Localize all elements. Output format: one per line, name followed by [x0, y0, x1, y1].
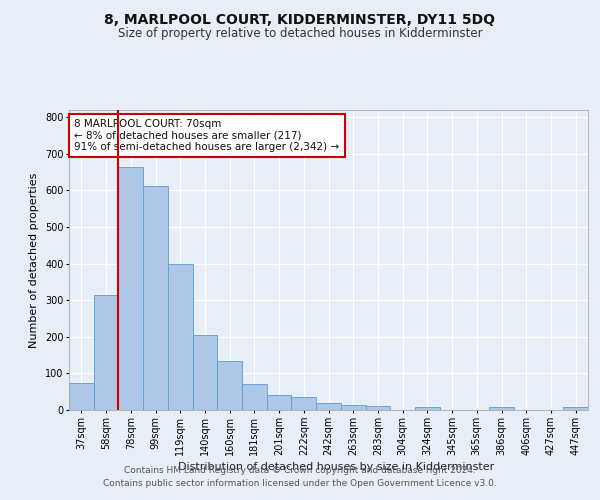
Bar: [316, 402, 341, 410]
Bar: [563, 408, 588, 410]
Bar: [193, 335, 217, 410]
Bar: [69, 382, 94, 410]
Text: Distribution of detached houses by size in Kidderminster: Distribution of detached houses by size …: [178, 462, 494, 472]
Bar: [94, 295, 118, 410]
Bar: [217, 360, 242, 410]
Bar: [341, 404, 365, 410]
Bar: [242, 384, 267, 410]
Bar: [143, 186, 168, 410]
Text: 8 MARLPOOL COURT: 70sqm
← 8% of detached houses are smaller (217)
91% of semi-de: 8 MARLPOOL COURT: 70sqm ← 8% of detached…: [74, 119, 340, 152]
Text: 8, MARLPOOL COURT, KIDDERMINSTER, DY11 5DQ: 8, MARLPOOL COURT, KIDDERMINSTER, DY11 5…: [104, 12, 496, 26]
Bar: [415, 408, 440, 410]
Bar: [267, 396, 292, 410]
Bar: [365, 406, 390, 410]
Bar: [118, 166, 143, 410]
Bar: [292, 397, 316, 410]
Text: Size of property relative to detached houses in Kidderminster: Size of property relative to detached ho…: [118, 28, 482, 40]
Y-axis label: Number of detached properties: Number of detached properties: [29, 172, 40, 348]
Bar: [168, 264, 193, 410]
Text: Contains HM Land Registry data © Crown copyright and database right 2024.
Contai: Contains HM Land Registry data © Crown c…: [103, 466, 497, 487]
Bar: [489, 408, 514, 410]
